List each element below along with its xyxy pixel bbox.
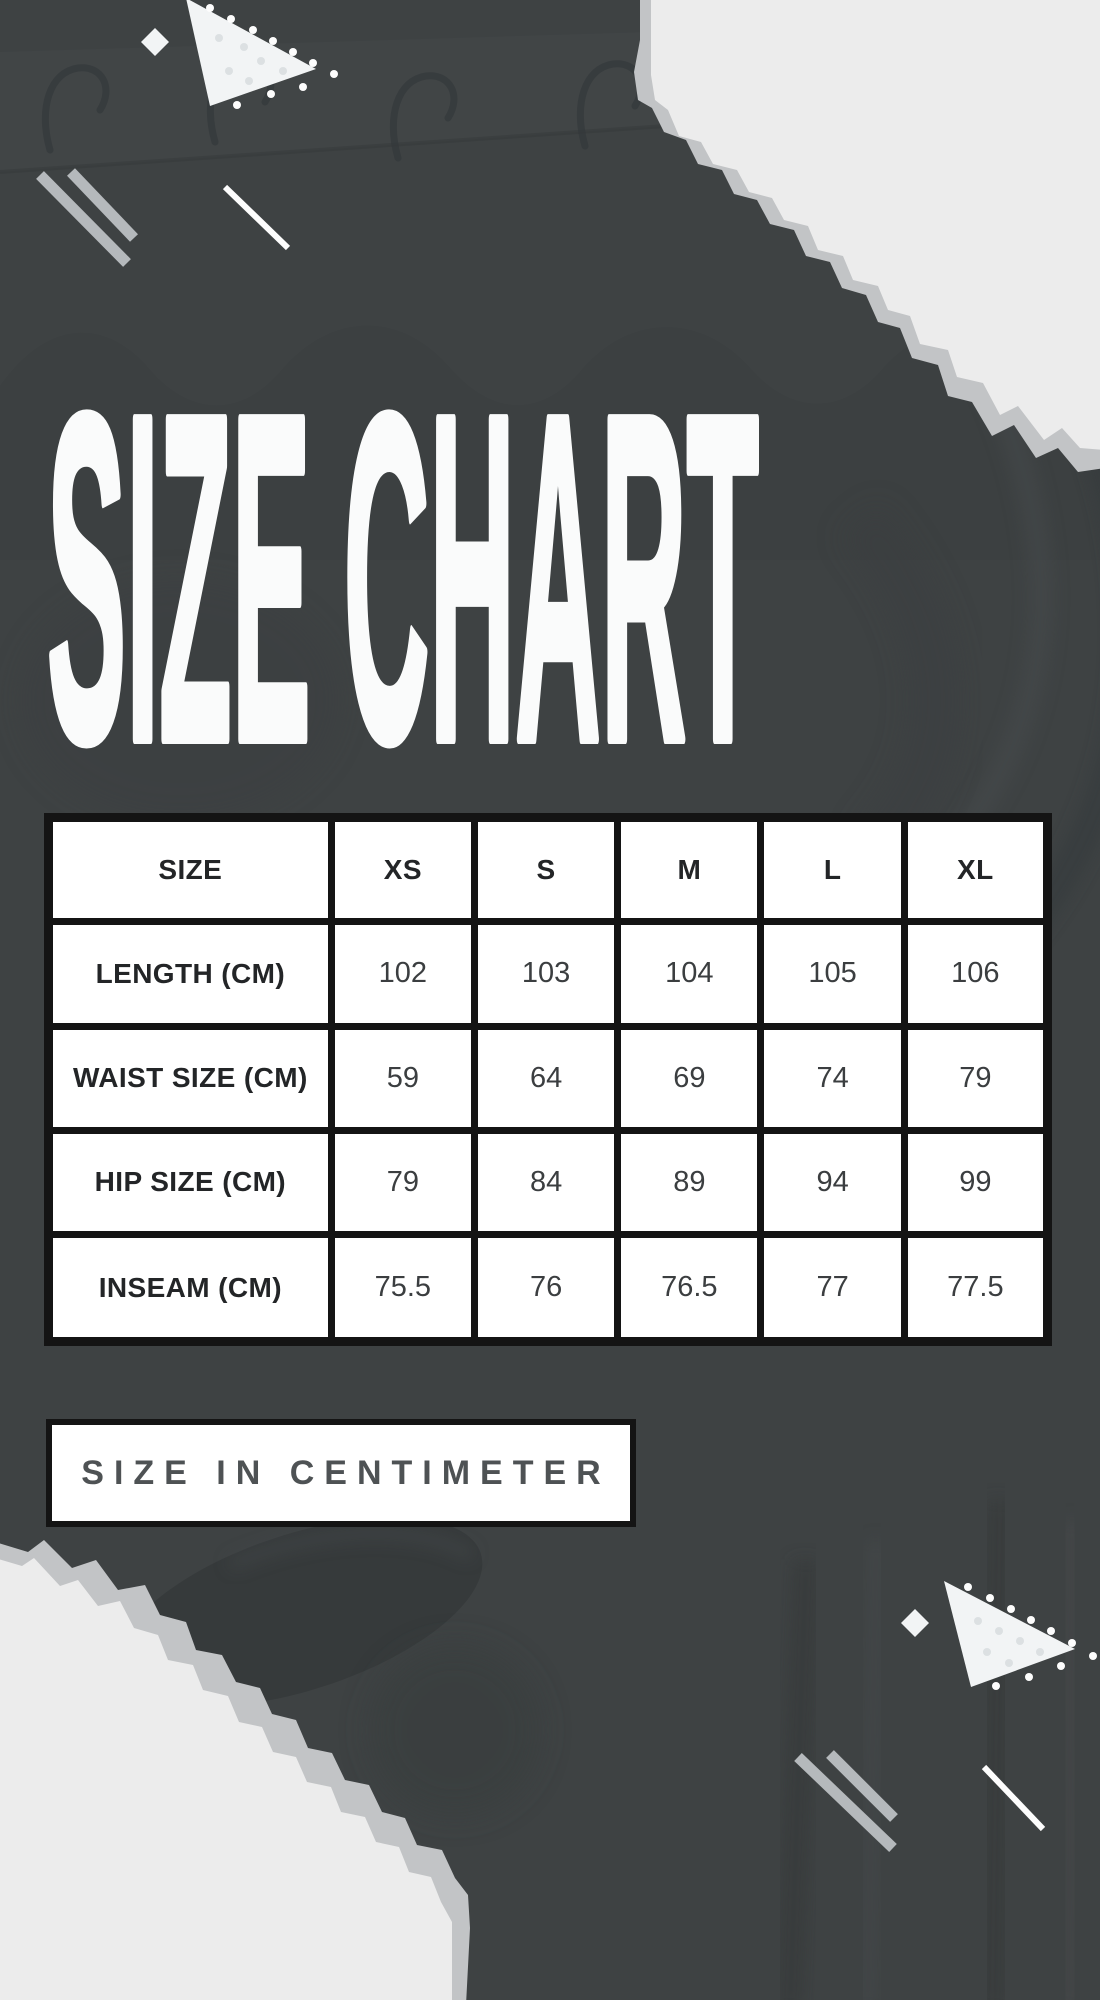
value-cell: 104 (614, 918, 765, 1030)
diamond-ornament (901, 1609, 929, 1637)
triangle-inner-dots (215, 34, 287, 85)
unit-note-box: SIZE IN CENTIMETER (46, 1419, 636, 1527)
torn-paper-top-right (634, 0, 1100, 472)
row-label: WAIST SIZE (CM) (45, 1022, 335, 1134)
value-cell: 84 (470, 1126, 622, 1239)
ornaments-bottom-right (794, 1581, 1097, 1852)
double-slash-ornament (794, 1750, 898, 1852)
value-cell: 99 (900, 1126, 1052, 1239)
slash-ornament (222, 184, 291, 251)
row-label: LENGTH (CM) (45, 918, 335, 1030)
table-row-hip: HIP SIZE (CM) 79 84 89 94 99 (45, 1126, 1052, 1239)
value-cell: 106 (900, 918, 1052, 1030)
header-cell-xl: XL (900, 813, 1052, 926)
value-cell: 75.5 (327, 1231, 478, 1345)
value-cell: 79 (900, 1022, 1052, 1134)
slash-ornament (981, 1764, 1046, 1832)
value-cell: 77.5 (900, 1231, 1052, 1345)
row-label: HIP SIZE (CM) (45, 1126, 335, 1239)
value-cell: 69 (614, 1022, 765, 1134)
value-cell: 105 (757, 918, 908, 1030)
header-cell-l: L (757, 813, 908, 926)
double-slash-ornament (36, 168, 138, 267)
torn-paper-bottom-left (0, 1540, 470, 2000)
value-cell: 76.5 (614, 1231, 765, 1345)
table-header-row: SIZE XS S M L XL (45, 813, 1052, 926)
value-cell: 64 (470, 1022, 622, 1134)
triangle-outer-dots (964, 1583, 1097, 1690)
header-cell-size: SIZE (45, 813, 335, 926)
value-cell: 94 (757, 1126, 908, 1239)
unit-note-label: SIZE IN CENTIMETER (81, 1453, 611, 1492)
table-row-waist: WAIST SIZE (CM) 59 64 69 74 79 (45, 1022, 1052, 1134)
value-cell: 59 (327, 1022, 478, 1134)
shirt-shoulders (0, 325, 1100, 560)
header-cell-s: S (470, 813, 622, 926)
triangle-inner-dots (974, 1617, 1044, 1667)
header-cell-m: M (614, 813, 765, 926)
arrow-triangle-ornament (186, 0, 338, 109)
value-cell: 89 (614, 1126, 765, 1239)
arrow-triangle-ornament (944, 1581, 1097, 1690)
value-cell: 76 (470, 1231, 622, 1345)
value-cell: 102 (327, 918, 478, 1030)
table-row-inseam: INSEAM (CM) 75.5 76 76.5 77 77.5 (45, 1231, 1052, 1345)
page-title: SIZE CHART (47, 318, 759, 838)
row-label: INSEAM (CM) (45, 1231, 335, 1345)
ornaments-top-left (36, 0, 338, 267)
value-cell: 103 (470, 918, 622, 1030)
value-cell: 79 (327, 1126, 478, 1239)
diamond-ornament (141, 28, 169, 56)
value-cell: 77 (757, 1231, 908, 1345)
value-cell: 74 (757, 1022, 908, 1134)
size-table: SIZE XS S M L XL LENGTH (CM) 102 103 104… (44, 813, 1052, 1346)
triangle-outer-dots (206, 4, 338, 109)
table-row-length: LENGTH (CM) 102 103 104 105 106 (45, 918, 1052, 1030)
header-cell-xs: XS (327, 813, 478, 926)
